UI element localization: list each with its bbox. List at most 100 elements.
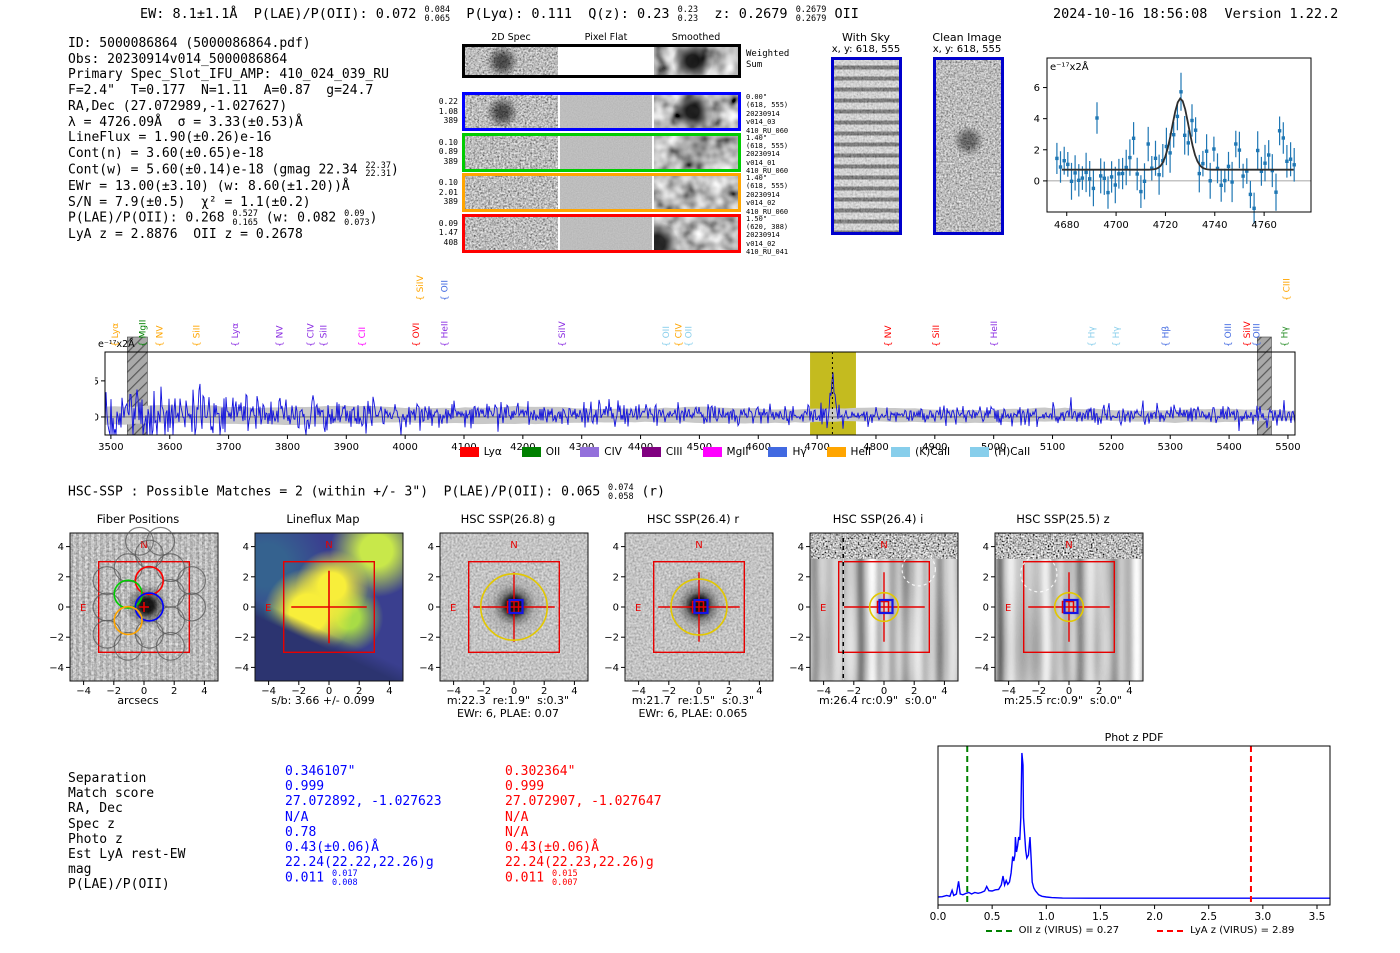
svg-text:4800: 4800 [863, 442, 888, 453]
match-value: N/A [505, 809, 529, 825]
fiber-circle [125, 526, 154, 556]
report-timestamp: 2024-10-16 18:56:08 [1053, 6, 1208, 22]
match-value: 0.43(±0.06)Å [285, 840, 379, 856]
svg-text:−4: −4 [419, 663, 434, 674]
info-block: ID: 5000086864 (5000086864.pdf) Obs: 2023… [68, 36, 399, 243]
cutout-xlabel2: EWr: 6, PLAE: 0.065 [638, 707, 748, 720]
pixel-flat-image [560, 216, 652, 250]
svg-text:4: 4 [386, 686, 392, 697]
fiber-circle [113, 631, 143, 661]
match-row-label: RA, Dec [68, 801, 123, 817]
svg-text:4740: 4740 [1202, 220, 1227, 231]
svg-text:2: 2 [541, 686, 547, 697]
fiber-circle-highlight [113, 605, 143, 636]
info-text: EWr = 13.00(±3.10) (w: 8.60(±1.20))Å [68, 178, 350, 194]
noise-texture [465, 176, 558, 209]
match-value: 0.78 [285, 824, 317, 840]
svg-text:3.5: 3.5 [1309, 911, 1326, 922]
source-blob [936, 60, 1001, 232]
noise-texture [936, 60, 1001, 232]
detection-position-box [508, 598, 524, 615]
header-summary-text: EW: 8.1±1.1Å P(LAE)/P(OII): 0.072 [140, 6, 425, 22]
fiber-circle-highlight [134, 592, 164, 622]
cutout-overlay: −4 −4 −2 −2 0 0 2 2 4 4 N E [49, 526, 219, 697]
svg-text:5200: 5200 [1099, 442, 1124, 453]
source-blob [654, 95, 738, 128]
svg-text:4720: 4720 [1153, 220, 1178, 231]
info-line-8: Cont(w) = 5.60(±0.14)e-18 (gmag 22.34 22… [68, 162, 399, 179]
emission-line-label: { SiII [932, 325, 942, 347]
svg-text:0: 0 [1034, 176, 1040, 187]
svg-text:3700: 3700 [216, 442, 241, 453]
row-stats: 0.22 1.08 389 [438, 97, 458, 125]
info-line-1: Obs: 20230914v014_5000086864 [68, 52, 399, 68]
svg-text:4600: 4600 [746, 442, 771, 453]
cutout-image [70, 533, 218, 681]
cutout-title: HSC SSP(26.4) i [832, 512, 924, 526]
match-value: 27.072892, -1.027623 [285, 794, 442, 810]
svg-text:−4: −4 [631, 686, 646, 697]
legend-item: CIII [641, 446, 683, 458]
fiber-circle [155, 553, 185, 583]
info-line-4: RA,Dec (27.072989,-1.027627) [68, 99, 399, 115]
svg-text:0: 0 [428, 603, 434, 614]
linefit-svg: 4680 4700 4720 4740 4760 0 2 4 6 e⁻¹⁷x2Å [1034, 57, 1312, 231]
source-blob [465, 95, 558, 128]
photz-legend: OII z (VIRUS) = 0.27 LyA z (VIRUS) = 2.89 [940, 925, 1340, 936]
legend-item: (H)CaII [970, 446, 1030, 458]
aperture-circle [479, 572, 549, 642]
header-summary-text: OII [826, 6, 859, 22]
spec2d-exposure-row-1 [462, 92, 741, 131]
svg-text:0: 0 [983, 603, 989, 614]
emission-line-label: { SiIV [558, 321, 568, 347]
crosshair [291, 570, 367, 644]
svg-text:4: 4 [428, 542, 434, 553]
compass-east: E [265, 603, 271, 614]
match-value: N/A [505, 824, 529, 840]
info-text: F=2.4" T=0.177 N=1.11 A=0.87 g=24.7 [68, 83, 374, 99]
match-value: 22.24(22.23,22.26)g [505, 855, 654, 871]
smoothed-image [654, 176, 738, 209]
stacked-fraction: 0.084 0.065 [424, 5, 451, 24]
svg-text:5300: 5300 [1158, 442, 1183, 453]
info-text: LineFlux = 1.90(±0.26)e-16 [68, 130, 272, 146]
compass-north: N [325, 540, 332, 551]
svg-text:5: 5 [95, 376, 99, 387]
detection-position-box [1063, 598, 1079, 615]
cutout-xlabel: m:21.7 re:1.5" s:0.3" [631, 694, 755, 707]
svg-text:−2: −2 [846, 686, 861, 697]
spec2d-weighted-sum-row [462, 44, 741, 78]
spec2d-image [465, 47, 558, 75]
fiber-circle [155, 606, 185, 636]
source-blob [465, 47, 558, 75]
legend-swatch [768, 447, 788, 457]
info-line-10: S/N = 7.9(±0.5) χ² = 1.1(±0.2) [68, 195, 399, 211]
row-meta: 0.00" (618, 555) 20230914 v014_03 410_RU_060 [746, 93, 789, 135]
extent-square [98, 561, 190, 653]
sky-panels: With Sky x, y: 618, 555 Clean Image x, y: 6… [820, 30, 1020, 245]
svg-text:−2: −2 [49, 633, 64, 644]
legend-dash-swatch [985, 929, 1012, 932]
noise-texture [560, 135, 652, 169]
emission-line-label: { NV [276, 325, 286, 347]
emission-line-label: { Hβ [1161, 326, 1171, 347]
legend-swatch [459, 447, 479, 457]
svg-text:0: 0 [798, 603, 804, 614]
svg-text:−4: −4 [816, 686, 831, 697]
info-line-12: LyA z = 2.8876 OII z = 0.2678 [68, 227, 399, 243]
emission-line-label: { SiIV [416, 275, 426, 301]
svg-text:5400: 5400 [1216, 442, 1241, 453]
match-row-label: Match score [68, 786, 155, 802]
svg-text:4400: 4400 [628, 442, 653, 453]
svg-text:4700: 4700 [1103, 220, 1128, 231]
extent-square [283, 561, 375, 653]
spec2d-image [465, 176, 558, 209]
legend-swatch [521, 447, 541, 457]
svg-text:3900: 3900 [334, 442, 359, 453]
noise-texture [560, 95, 652, 128]
info-line-6: LineFlux = 1.90(±0.26)e-16 [68, 130, 399, 146]
row-meta: 1.40" (618, 555) 20230914 v014_01 410_RU_060 [746, 133, 789, 176]
fiber-circle [177, 592, 207, 622]
source-blob [654, 135, 738, 169]
